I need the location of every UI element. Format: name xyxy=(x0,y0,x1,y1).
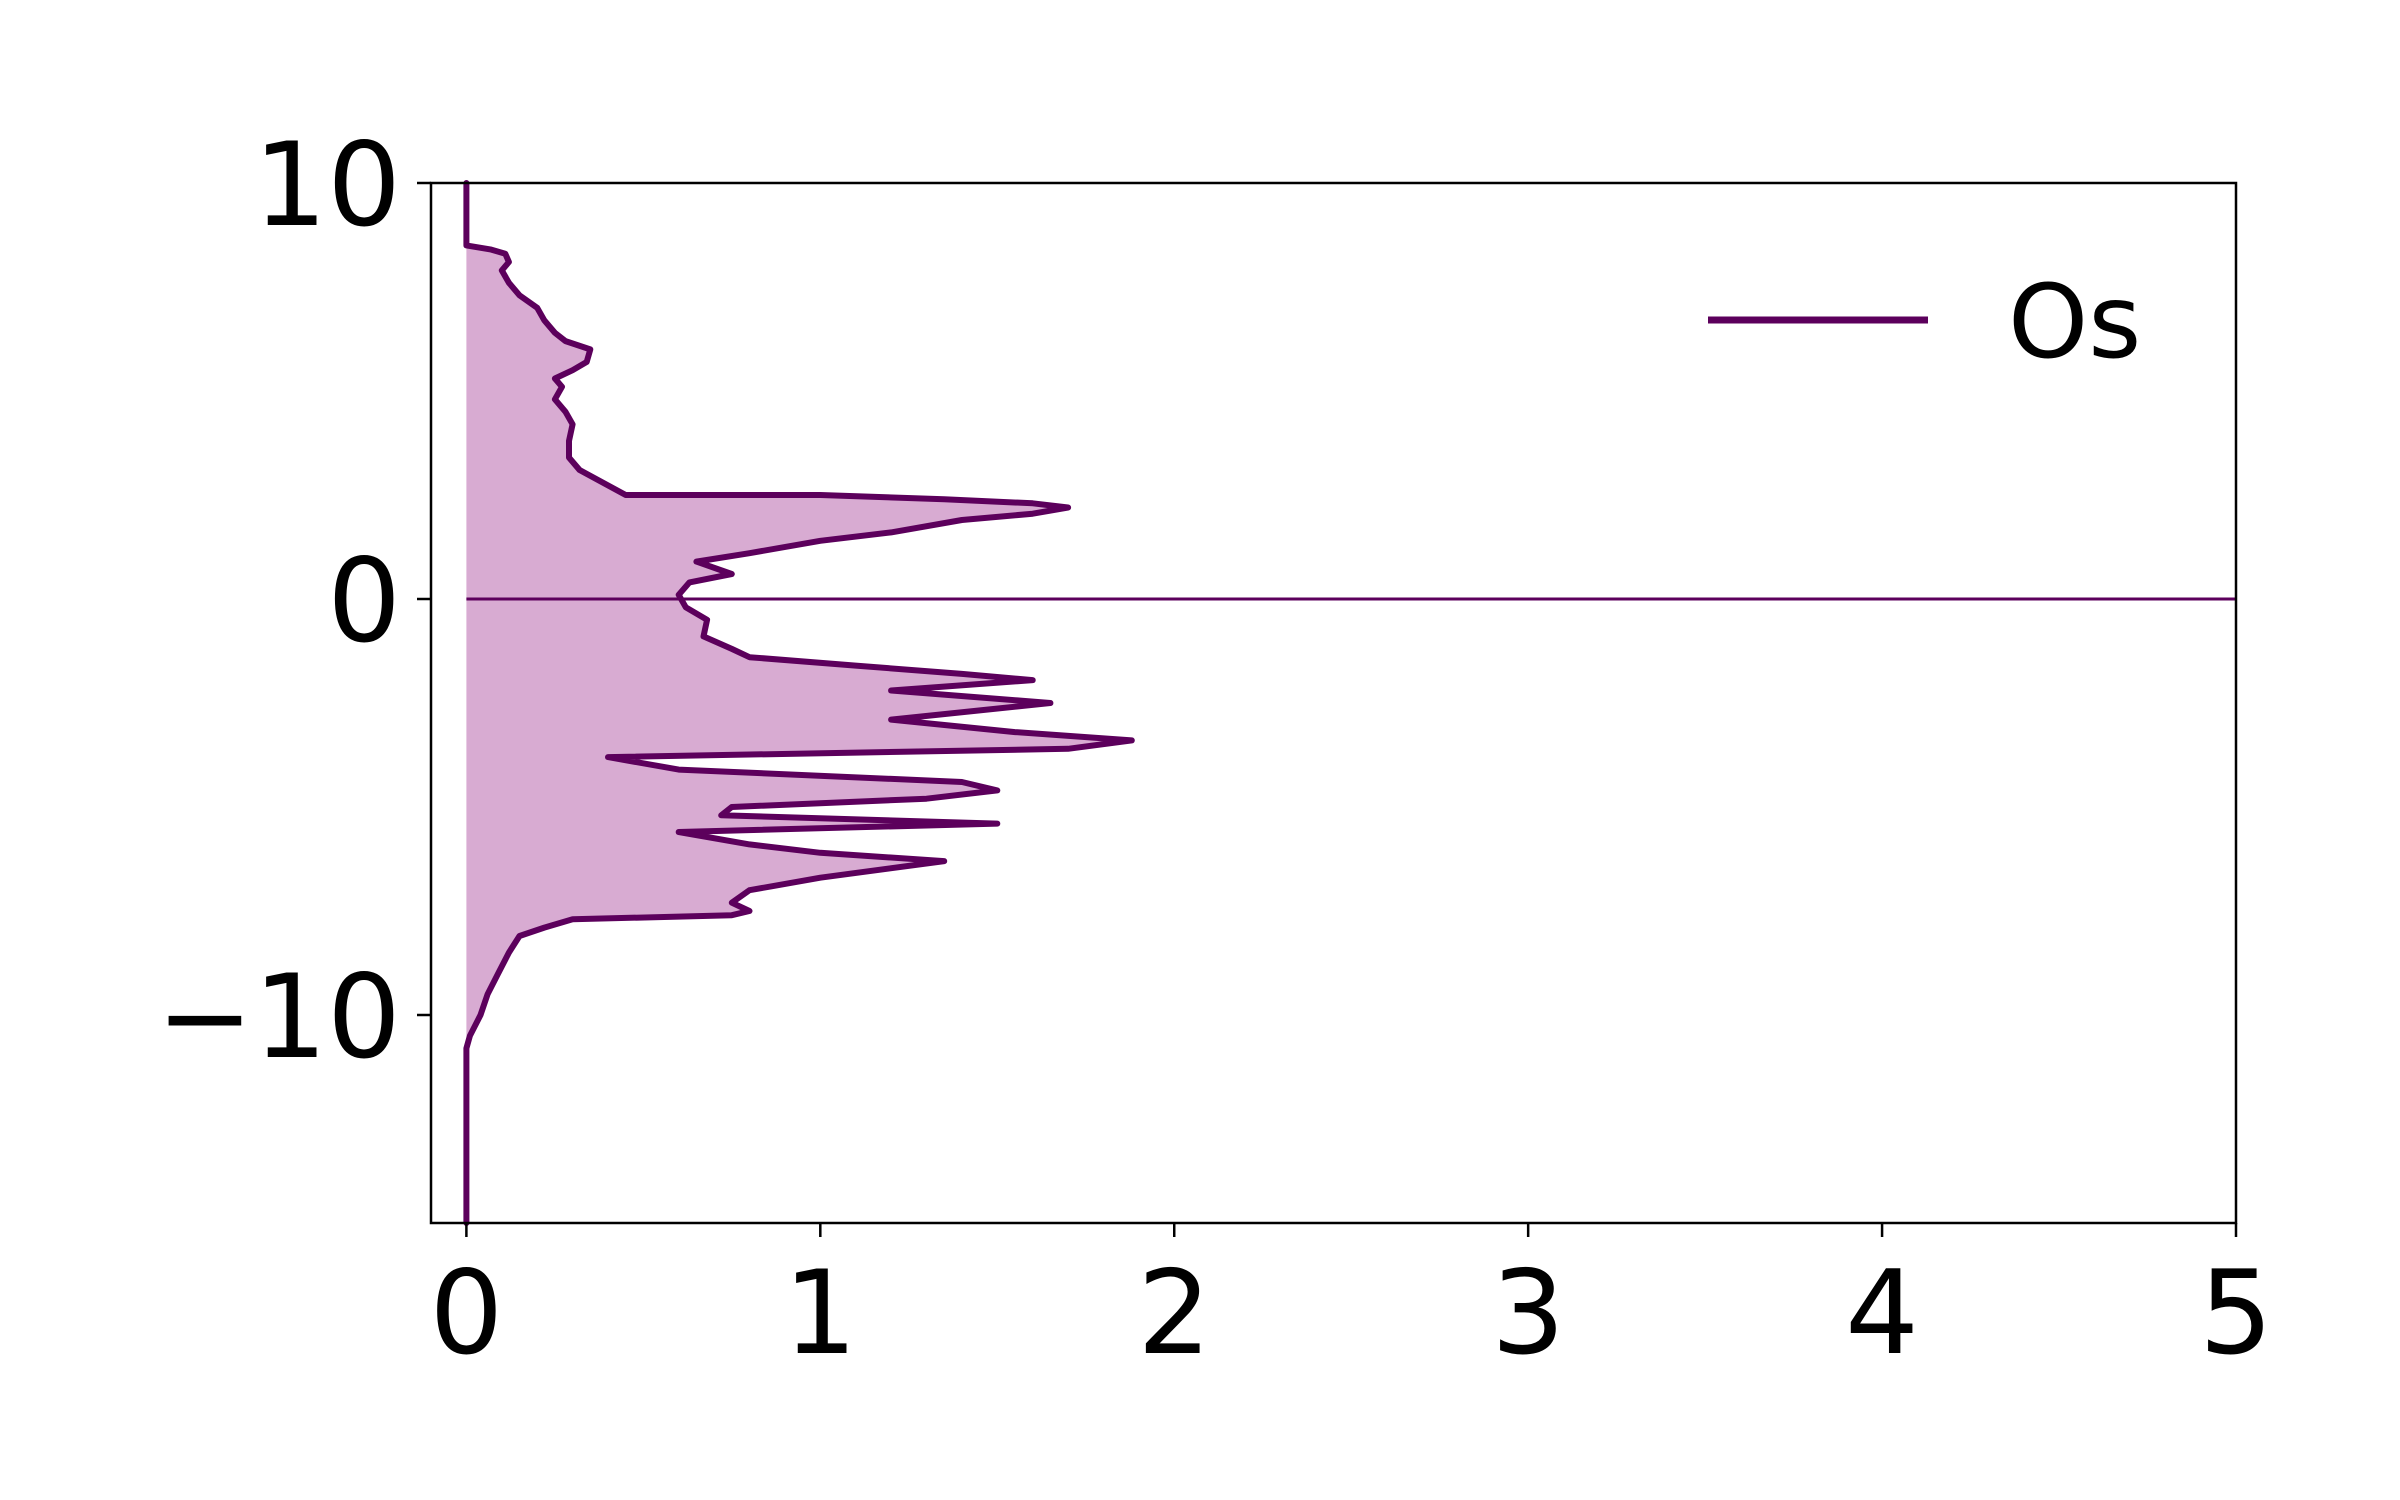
y-tick-label: 0 xyxy=(327,534,401,669)
x-tick-label: 1 xyxy=(783,1246,857,1381)
x-tick-label: 5 xyxy=(2199,1246,2273,1381)
series-layer xyxy=(463,180,2236,1226)
x-tick-label: 2 xyxy=(1137,1246,1211,1381)
y-tick-label: −10 xyxy=(156,950,401,1085)
legend: Os xyxy=(1708,263,2141,382)
x-tick-label: 4 xyxy=(1845,1246,1919,1381)
y-tick-label: 10 xyxy=(253,118,401,253)
x-tick-label: 3 xyxy=(1491,1246,1565,1381)
series-fill-0 xyxy=(466,183,1132,1223)
legend-label: Os xyxy=(2008,263,2141,382)
x-tick-label: 0 xyxy=(429,1246,503,1381)
axes-frame xyxy=(429,181,2238,1225)
series-line-0 xyxy=(463,180,1135,1226)
axes-layer: 0 1 2 3 4 5 10 0 −10 xyxy=(156,118,2273,1381)
